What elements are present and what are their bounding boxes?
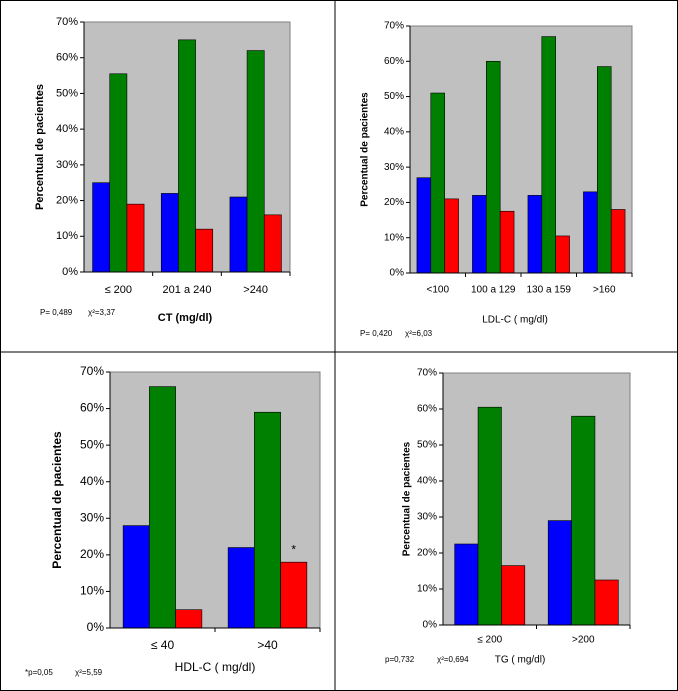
note: *p=0,05 (25, 668, 53, 677)
x-tick-label: 130 a 159 (527, 285, 572, 296)
y-tick-label: 40% (56, 123, 78, 135)
y-tick-label: 60% (384, 56, 404, 67)
y-tick-label: 20% (80, 547, 104, 561)
y-tick-label: 60% (417, 404, 437, 415)
bar (160, 193, 179, 273)
bar (178, 39, 196, 273)
bar (280, 561, 308, 629)
y-tick-label: 60% (80, 401, 104, 415)
x-tick-label: >40 (257, 638, 278, 652)
annotation: * (291, 542, 296, 556)
bar (454, 543, 479, 626)
bar (254, 411, 281, 629)
y-tick-label: 20% (56, 194, 78, 206)
bar (594, 579, 619, 626)
bar (547, 520, 572, 626)
y-tick-label: 40% (80, 474, 104, 488)
bar (126, 203, 145, 273)
x-tick-label: 201 a 240 (163, 284, 212, 296)
y-tick-label: 50% (56, 87, 78, 99)
x-axis-label: TG ( mg/dl) (495, 655, 546, 666)
bar (555, 235, 570, 274)
bar (477, 406, 502, 626)
x-axis-label: LDL-C ( mg/dl) (482, 315, 548, 326)
bar (527, 195, 543, 274)
bar (444, 198, 459, 274)
y-tick-label: 70% (56, 16, 78, 28)
bar (416, 177, 432, 274)
bar (610, 209, 626, 274)
x-tick-label: >200 (572, 635, 595, 646)
bar (583, 191, 598, 274)
y-tick-label: 70% (384, 21, 404, 32)
y-tick-label: 10% (384, 232, 404, 243)
y-tick-label: 50% (80, 437, 104, 451)
bar (122, 525, 150, 629)
y-axis-label: Percentual de pacientes (402, 441, 413, 556)
bar (571, 415, 596, 626)
y-tick-label: 20% (384, 197, 404, 208)
y-tick-label: 10% (417, 584, 437, 595)
note: P= 0,420 (360, 329, 393, 338)
y-tick-label: 50% (384, 91, 404, 102)
y-tick-label: 30% (80, 510, 104, 524)
y-tick-label: 60% (56, 52, 78, 64)
y-tick-label: 0% (87, 620, 105, 634)
note: χ²=0,694 (437, 655, 469, 664)
bar (430, 92, 445, 274)
bar (175, 609, 203, 629)
note: χ²=6,03 (405, 329, 433, 338)
note: χ²=3,37 (88, 308, 116, 317)
x-axis-label: CT (mg/dl) (158, 312, 213, 324)
bar (263, 214, 282, 273)
bar (149, 386, 176, 629)
y-tick-label: 70% (80, 364, 104, 378)
y-tick-label: 40% (384, 126, 404, 137)
note: χ²=5,59 (75, 668, 103, 677)
y-tick-label: 30% (56, 159, 78, 171)
bar (195, 228, 214, 273)
y-axis-label: Percentual de pacientes (34, 84, 46, 210)
bar (229, 196, 248, 273)
bar (499, 210, 515, 274)
y-tick-label: 40% (417, 476, 437, 487)
y-axis-label: Percentual de pacientes (360, 92, 371, 207)
y-tick-label: 10% (56, 230, 78, 242)
y-tick-label: 70% (417, 368, 437, 379)
bar (501, 565, 526, 626)
y-tick-label: 30% (384, 162, 404, 173)
x-tick-label: <100 (426, 285, 449, 296)
x-tick-label: ≤ 200 (477, 635, 502, 646)
bar (597, 66, 612, 274)
y-tick-label: 10% (80, 584, 104, 598)
x-tick-label: ≤ 200 (105, 284, 132, 296)
bar (227, 547, 255, 629)
x-tick-label: 100 a 129 (471, 285, 516, 296)
x-tick-label: ≤ 40 (151, 638, 175, 652)
x-tick-label: >240 (243, 284, 268, 296)
x-tick-label: >160 (593, 285, 616, 296)
y-axis-label: Percentual de pacientes (50, 431, 64, 569)
bar (109, 73, 128, 273)
y-tick-label: 0% (390, 268, 405, 279)
bar (92, 182, 111, 273)
note: P= 0,489 (40, 308, 73, 317)
y-tick-label: 20% (417, 548, 437, 559)
y-tick-label: 30% (417, 512, 437, 523)
y-tick-label: 0% (423, 620, 438, 631)
x-axis-label: HDL-C ( mg/dl) (175, 660, 256, 674)
y-tick-label: 50% (417, 440, 437, 451)
bar (246, 50, 265, 273)
y-tick-label: 0% (62, 266, 78, 278)
bar (486, 60, 501, 274)
bar (472, 195, 487, 274)
bar (541, 36, 556, 274)
note: p=0,732 (385, 655, 415, 664)
